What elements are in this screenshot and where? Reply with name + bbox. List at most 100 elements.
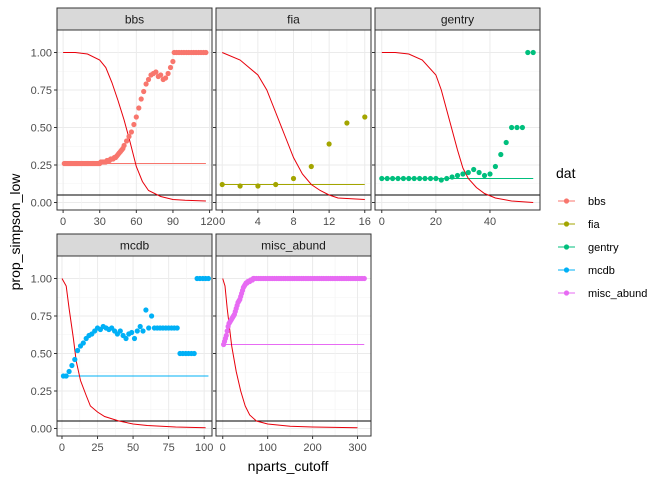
x-tick-label: 200 [303,442,321,454]
y-tick-label: 0.25 [31,160,52,172]
points-mcdb [60,275,211,379]
panel-background-misc_abund [216,256,371,436]
panel-misc_abund: misc_abund 0 100 200 300 [213,233,372,454]
data-point-misc_abund [224,328,230,334]
x-tick-label: 0 [220,442,226,454]
data-point-gentry [449,174,455,180]
data-point-bbs [131,121,137,128]
data-point-gentry [422,175,428,182]
data-point-bbs [145,76,152,83]
facet-label-fia: fia [287,13,300,27]
legend-label: bbs [588,196,606,208]
y-tick-label: 0.50 [31,123,52,135]
legend: dat bbs fia gentry mcdb misc_abund [556,165,647,300]
data-point-fia [273,181,279,188]
x-axis-title: nparts_cutoff [248,458,329,474]
data-point-fia [219,181,225,188]
data-point-bbs [138,96,144,102]
data-point-gentry [492,163,498,170]
panel-border-mcdb [56,255,213,437]
x-tick-label: 75 [163,442,175,454]
y-tick-label: 1.00 [31,274,52,286]
data-point-bbs [153,69,159,75]
data-point-mcdb [131,335,138,342]
facet-label-mcdb: mcdb [120,239,150,253]
x-tick-label: 12 [323,216,335,228]
y-tick-label: 0.75 [31,311,52,323]
legend-key-point [563,267,570,273]
legend-label: mcdb [588,265,615,277]
panel-gentry: gentry 0 20 40 [372,7,541,228]
data-point-mcdb [69,362,75,369]
legend-item-fia: fia [558,219,601,231]
panel-border-bbs [56,29,213,211]
panel-border-gentry [374,29,541,211]
x-axis-bbs: 0 30 60 90 120 [60,210,219,228]
legend-title: dat [556,165,576,181]
data-point-bbs [136,105,142,111]
facet-label-gentry: gentry [441,13,474,27]
legend-key-point [563,290,570,296]
data-point-bbs [170,58,176,65]
data-point-bbs [141,88,147,95]
decay-curve-bbs [63,52,206,202]
panel-fia: fia 0 4 8 12 16 [213,7,372,228]
gridlines-mcdb [57,256,212,436]
data-point-mcdb [143,307,149,313]
data-point-mcdb [146,325,152,331]
x-tick-label: 100 [195,442,213,454]
x-tick-label: 300 [348,442,366,454]
decay-curve-mcdb [61,278,206,429]
data-point-gentry [471,166,477,173]
x-axis-misc_abund: 0 100 200 300 [220,436,367,454]
data-point-bbs [143,81,149,87]
data-point-gentry [487,171,493,177]
legend-key-point [563,221,570,227]
data-point-mcdb [123,335,129,342]
data-point-bbs [163,75,169,81]
points-bbs [61,49,209,167]
data-point-gentry [406,175,412,182]
data-point-gentry [465,169,471,176]
data-point-gentry [454,172,461,179]
panel-mcdb: mcdb 0.00 0.25 0.50 0.75 1.00 0 25 50 75 100 [31,233,213,454]
legend-item-bbs: bbs [558,196,606,208]
y-tick-label: 0.00 [31,198,52,210]
decay-curve-fia [222,52,365,200]
data-point-gentry [525,49,531,56]
data-point-gentry [514,124,520,131]
x-tick-label: 4 [255,216,261,228]
data-point-bbs [126,133,132,140]
data-point-fia [344,120,350,126]
data-point-mcdb [149,313,155,319]
x-tick-label: 16 [359,216,371,228]
data-point-fia [237,183,243,189]
data-point-fia [308,163,314,170]
legend-key-point [563,244,570,250]
data-point-bbs [203,49,209,56]
data-point-mcdb [140,328,146,334]
data-point-gentry [411,175,417,182]
data-point-mcdb [134,328,140,334]
points-gentry [379,49,536,183]
x-axis-gentry: 0 20 40 [379,210,496,228]
decay-curve-misc_abund [222,278,358,429]
points-fia [219,114,368,189]
data-point-gentry [509,124,515,131]
x-tick-label: 50 [127,442,139,454]
data-point-gentry [384,175,390,182]
data-point-bbs [158,72,164,78]
data-point-gentry [481,172,488,179]
panel-border-fia [215,29,372,211]
x-tick-label: 120 [200,216,218,228]
data-point-mcdb [117,328,123,334]
x-tick-label: 0 [60,216,66,228]
legend-item-mcdb: mcdb [558,265,615,277]
data-point-gentry [390,175,396,182]
data-point-mcdb [191,350,197,357]
data-point-mcdb [174,325,180,331]
x-tick-label: 90 [167,216,179,228]
y-tick-label: 0.50 [31,349,52,361]
